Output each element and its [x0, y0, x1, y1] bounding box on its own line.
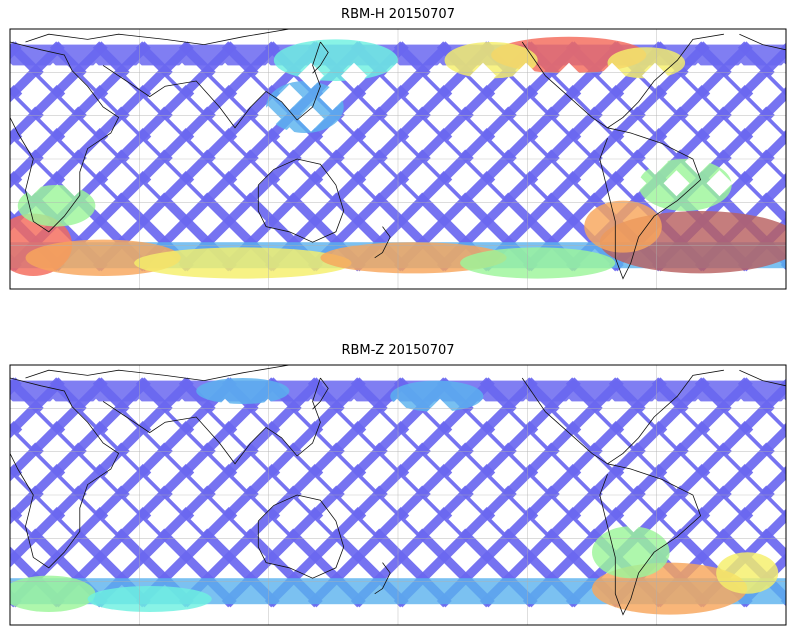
graticule [10, 29, 786, 289]
gap-layer [10, 62, 786, 197]
panel-1-title: RBM-H 20150707 [341, 7, 455, 22]
value-patch [134, 247, 352, 279]
value-patch [320, 242, 507, 274]
panel-2-title: RBM-Z 20150707 [341, 343, 455, 358]
graticule [10, 365, 786, 625]
gap-layer [10, 398, 786, 533]
map-frame [9, 28, 787, 290]
map-panel-2 [10, 365, 786, 625]
value-patch [17, 185, 96, 227]
value-patch [10, 575, 96, 612]
value-patches [10, 36, 786, 279]
coastlines [10, 365, 786, 616]
value-patch [716, 552, 779, 594]
map-frame [9, 364, 787, 626]
value-patch [87, 586, 212, 612]
value-patch [444, 42, 538, 79]
value-patch [592, 526, 670, 579]
coastlines [10, 29, 786, 280]
map-panel-1 [10, 29, 786, 289]
value-patch [390, 380, 484, 412]
value-patch [460, 247, 616, 279]
value-patch [273, 39, 399, 81]
value-patch [196, 378, 290, 404]
value-patch [584, 200, 662, 253]
value-patches [10, 378, 779, 615]
